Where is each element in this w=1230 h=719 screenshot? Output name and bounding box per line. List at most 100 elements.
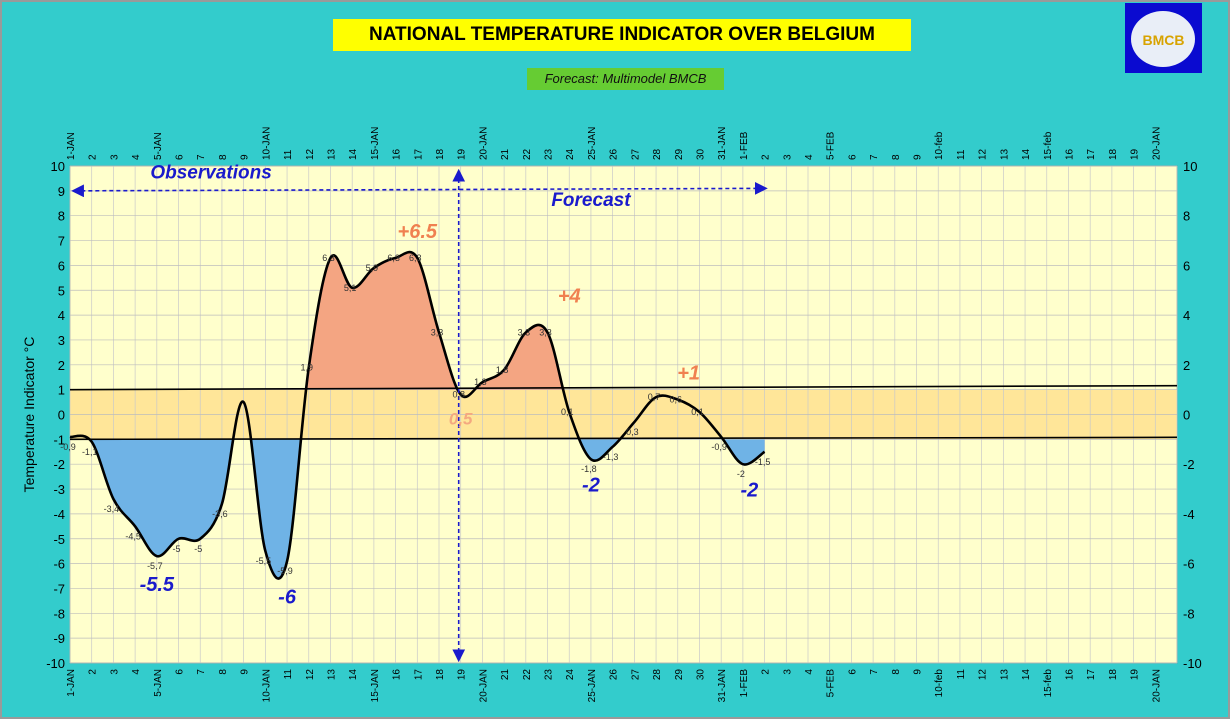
x-tick-label-bottom: 5-FEB bbox=[826, 669, 837, 698]
normal-band-label: 0,5 bbox=[449, 409, 473, 428]
x-tick-label-top: 19 bbox=[457, 148, 468, 160]
x-tick-label-bottom: 16 bbox=[1064, 669, 1075, 681]
x-tick-label-top: 1-JAN bbox=[66, 132, 77, 160]
y-tick-label-right: -4 bbox=[1183, 507, 1195, 522]
y-tick-label-right: 10 bbox=[1183, 159, 1197, 174]
x-tick-label-top: 15-feb bbox=[1043, 131, 1054, 160]
x-tick-label-top: 20-JAN bbox=[1151, 127, 1162, 160]
y-tick-label-right: -8 bbox=[1183, 606, 1195, 621]
y-tick-label-right: 8 bbox=[1183, 209, 1190, 224]
x-tick-label-bottom: 23 bbox=[544, 669, 555, 681]
x-tick-label-top: 22 bbox=[522, 148, 533, 160]
y-tick-label-right: 0 bbox=[1183, 408, 1190, 423]
y-tick-label-left: 10 bbox=[51, 159, 65, 174]
y-tick-label-left: -7 bbox=[53, 581, 65, 596]
x-tick-label-top: 8 bbox=[891, 154, 902, 160]
x-tick-label-bottom: 6 bbox=[847, 669, 858, 675]
period-arrow bbox=[71, 181, 768, 198]
x-tick-label-top: 4 bbox=[804, 154, 815, 160]
data-label: 3,3 bbox=[539, 327, 552, 337]
y-tick-label-left: 8 bbox=[58, 209, 65, 224]
data-label: 0,3 bbox=[626, 427, 639, 437]
y-tick-label-right: -2 bbox=[1183, 457, 1195, 472]
x-tick-label-top: 16 bbox=[392, 148, 403, 160]
x-tick-label-top: 16 bbox=[1064, 148, 1075, 160]
annotation: -5.5 bbox=[140, 574, 175, 596]
y-tick-label-left: -9 bbox=[53, 631, 65, 646]
x-tick-label-bottom: 10-feb bbox=[934, 669, 945, 698]
x-tick-label-top: 12 bbox=[978, 148, 989, 160]
y-tick-label-right: -6 bbox=[1183, 557, 1195, 572]
x-tick-label-bottom: 6 bbox=[175, 669, 186, 675]
data-label: 3,3 bbox=[518, 327, 531, 337]
x-tick-label-top: 7 bbox=[196, 154, 207, 160]
temperature-curve bbox=[69, 250, 766, 580]
temperature-curve-group bbox=[69, 250, 766, 580]
data-label: 6,3 bbox=[322, 253, 335, 263]
annotation: -2 bbox=[740, 480, 758, 502]
x-tick-label-top: 13 bbox=[326, 148, 337, 160]
x-tick-label-top: 13 bbox=[999, 148, 1010, 160]
normal-band-lines bbox=[69, 384, 1178, 441]
data-label: -5 bbox=[194, 544, 202, 554]
data-label: 5,9 bbox=[366, 263, 379, 273]
x-tick-label-top: 8 bbox=[218, 154, 229, 160]
x-tick-label-bottom: 26 bbox=[609, 669, 620, 681]
lower-normal-line bbox=[69, 436, 1178, 441]
x-tick-label-bottom: 8 bbox=[218, 669, 229, 675]
y-tick-label-left: -4 bbox=[53, 507, 65, 522]
data-label: 0,7 bbox=[648, 392, 661, 402]
x-tick-label-bottom: 4 bbox=[131, 669, 142, 675]
x-tick-label-top: 1-FEB bbox=[739, 131, 750, 160]
annotation: -2 bbox=[582, 475, 600, 497]
x-tick-label-bottom: 9 bbox=[240, 669, 251, 675]
x-tick-label-bottom: 3 bbox=[109, 669, 120, 675]
x-tick-label-bottom: 22 bbox=[522, 669, 533, 681]
data-label: 1,8 bbox=[496, 365, 509, 375]
data-label: 1,3 bbox=[474, 377, 487, 387]
y-tick-label-left: 2 bbox=[58, 358, 65, 373]
data-label: -5,5 bbox=[256, 556, 272, 566]
x-tick-label-bottom: 14 bbox=[1021, 669, 1032, 681]
annotation: -6 bbox=[278, 586, 297, 608]
x-tick-label-top: 29 bbox=[674, 148, 685, 160]
x-tick-label-bottom: 20-JAN bbox=[478, 669, 489, 702]
x-tick-label-bottom: 31-JAN bbox=[717, 669, 728, 702]
x-tick-label-bottom: 18 bbox=[1108, 669, 1119, 681]
axes: -10-9-8-7-6-5-4-3-2-1012345678910-10-8-6… bbox=[21, 127, 1202, 703]
x-tick-label-bottom: 25-JAN bbox=[587, 669, 598, 702]
x-tick-label-bottom: 29 bbox=[674, 669, 685, 681]
x-tick-label-top: 10-JAN bbox=[261, 127, 272, 160]
chart-subtitle: Forecast: Multimodel BMCB bbox=[527, 68, 724, 90]
data-label: 6,3 bbox=[409, 253, 422, 263]
y-tick-label-left: 0 bbox=[58, 408, 65, 423]
y-tick-label-left: -6 bbox=[53, 557, 65, 572]
x-tick-label-top: 19 bbox=[1130, 148, 1141, 160]
data-label: 3,3 bbox=[431, 327, 444, 337]
data-label: -5,9 bbox=[277, 566, 293, 576]
x-tick-label-top: 21 bbox=[500, 148, 511, 160]
x-tick-label-bottom: 20-JAN bbox=[1151, 669, 1162, 702]
x-tick-label-top: 2 bbox=[761, 154, 772, 160]
y-tick-label-right: 6 bbox=[1183, 258, 1190, 273]
y-tick-label-left: -10 bbox=[46, 656, 65, 671]
annotation: +4 bbox=[558, 286, 581, 308]
data-label: 1,9 bbox=[301, 362, 314, 372]
data-label: -1,5 bbox=[755, 457, 771, 467]
arrows bbox=[71, 168, 768, 663]
point-labels: -0,9 -1,1 -3,4 -4,5 -5,7 -5 -5 -3,6 -5,5 -5,9 1,9 6… bbox=[60, 253, 770, 576]
annotation: Forecast bbox=[551, 190, 631, 211]
x-tick-label-bottom: 1-JAN bbox=[66, 669, 77, 697]
x-tick-label-top: 20-JAN bbox=[478, 127, 489, 160]
y-tick-label-left: 4 bbox=[58, 308, 65, 323]
x-tick-label-top: 25-JAN bbox=[587, 127, 598, 160]
x-tick-label-bottom: 19 bbox=[1130, 669, 1141, 681]
x-tick-label-bottom: 8 bbox=[891, 669, 902, 675]
x-tick-label-bottom: 12 bbox=[305, 669, 316, 681]
data-label: 0,6 bbox=[670, 395, 683, 405]
gridlines bbox=[69, 165, 1178, 664]
x-tick-label-bottom: 13 bbox=[999, 669, 1010, 681]
x-tick-label-top: 6 bbox=[847, 154, 858, 160]
